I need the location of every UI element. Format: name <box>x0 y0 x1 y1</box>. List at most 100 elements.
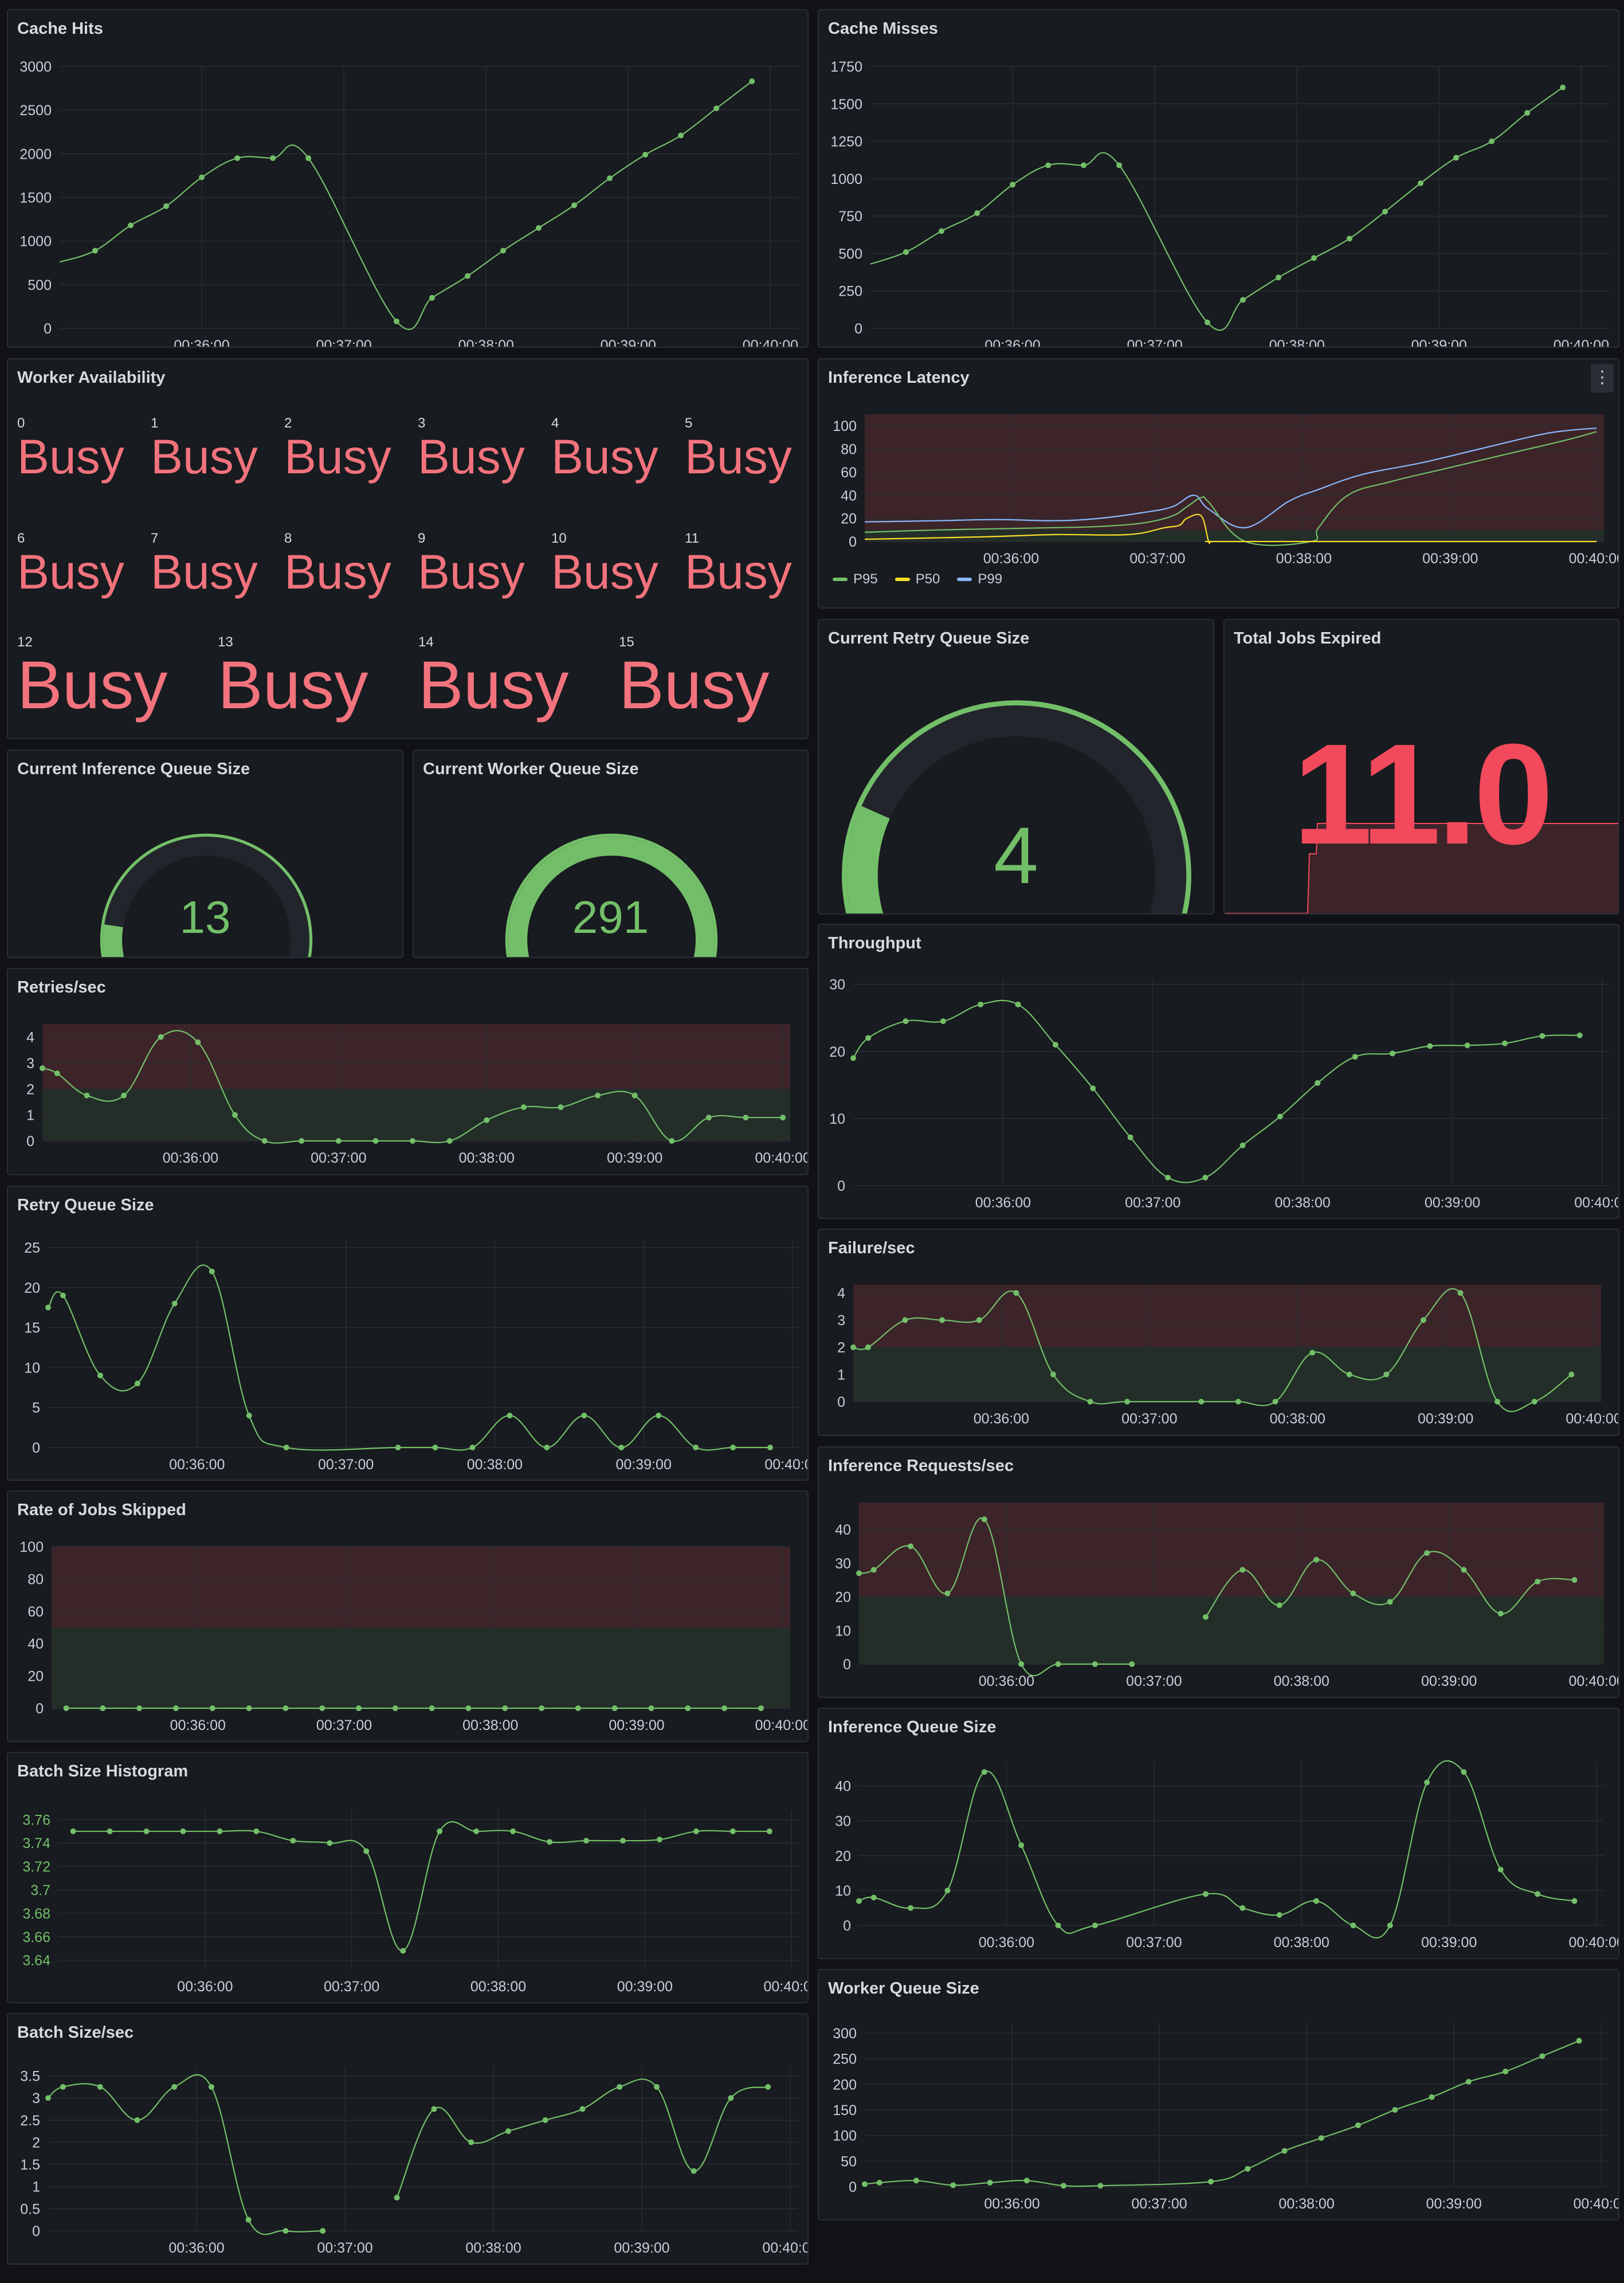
data-point <box>437 1828 443 1834</box>
data-point <box>163 203 170 209</box>
panel-inference-queue-size[interactable]: Inference Queue Size 0 10 20 30 40 00:36:00 00… <box>818 1708 1619 1959</box>
series-line <box>870 87 1563 331</box>
data-point <box>1382 209 1388 215</box>
y-tick-label: 30 <box>835 1813 851 1829</box>
worker-id: 3 <box>418 415 426 431</box>
panel-cache-hits[interactable]: Cache Hits 0 500 1000 1500 2000 2500 3000 00:36… <box>7 9 809 348</box>
panel-throughput[interactable]: Throughput 0 10 20 30 00:36:00 00:37:00 00:38:… <box>818 924 1619 1219</box>
panel-current-inference-queue-size[interactable]: Current Inference Queue Size 13 <box>7 750 403 958</box>
worker-status-value: Busy <box>17 648 168 723</box>
data-point <box>913 2178 919 2184</box>
panel-inference-requests-sec[interactable]: Inference Requests/sec 0 10 20 30 40 00:36:00… <box>818 1446 1619 1698</box>
x-tick-label: 00:38:00 <box>1274 1195 1330 1211</box>
data-point <box>393 318 399 324</box>
panel-batch-size-sec[interactable]: Batch Size/sec 0 0.5 1 1.5 2 2.5 3 3.5 00:36:00 0… <box>7 2013 809 2265</box>
data-point <box>171 2084 178 2090</box>
data-point <box>92 248 99 254</box>
data-point <box>987 2179 993 2186</box>
throughput-chart[interactable]: 0 10 20 30 00:36:00 00:37:00 00:38:00 00:39:00 0… <box>819 925 1619 1219</box>
worker-queue-size-chart[interactable]: 0 50 100 150 200 250 300 00:36:00 00:37:00 00:38:… <box>819 1970 1619 2221</box>
data-point <box>1055 1923 1061 1928</box>
data-point <box>97 2084 103 2090</box>
legend-item-p50[interactable]: P50 <box>895 571 940 587</box>
data-point <box>327 1840 333 1846</box>
failure-sec-chart[interactable]: 0 1 2 3 4 00:36:00 00:37:00 00:38:00 00:39:00 00:… <box>819 1230 1619 1436</box>
retries-sec-chart[interactable]: 0 1 2 3 4 00:36:00 00:37:00 00:38:00 00:39:00 00:… <box>8 969 809 1175</box>
retry-queue-size-chart[interactable]: 0 5 10 15 20 25 00:36:00 00:37:00 00:38:00 00:39:… <box>8 1187 809 1481</box>
x-tick-label: 00:39:00 <box>1422 551 1478 567</box>
rate-jobs-skipped-chart[interactable]: 0 20 40 60 80 100 00:36:00 00:37:00 00:38:00 00:3… <box>8 1492 809 1742</box>
panel-current-retry-queue-size[interactable]: Current Retry Queue Size 4 <box>818 619 1214 915</box>
worker-status-value: Busy <box>151 430 258 484</box>
panel-worker-availability[interactable]: Worker Availability 0 Busy 1 Busy 2 Busy 3 Busy… <box>7 358 809 739</box>
panel-rate-of-jobs-skipped[interactable]: Rate of Jobs Skipped 0 20 40 60 80 100 00:36:0… <box>7 1490 809 1742</box>
panel-worker-queue-size[interactable]: Worker Queue Size 0 50 100 150 200 250 300 00:3… <box>818 1969 1619 2221</box>
data-point <box>400 1948 406 1954</box>
inference-requests-sec-chart[interactable]: 0 10 20 30 40 00:36:00 00:37:00 00:38:00 00:39:0… <box>819 1448 1619 1698</box>
legend-item-p99[interactable]: P99 <box>957 571 1002 587</box>
panel-batch-size-histogram[interactable]: Batch Size Histogram 3.64 3.66 3.68 3.7 3.72… <box>7 1752 809 2003</box>
x-tick-label: 00:37:00 <box>1121 1411 1177 1427</box>
data-point <box>45 2095 51 2101</box>
kebab-menu-icon[interactable]: ⋮ <box>1591 364 1614 393</box>
data-point <box>765 2084 771 2090</box>
data-point <box>484 1117 490 1123</box>
data-point <box>1389 1050 1395 1057</box>
data-point <box>579 2106 586 2112</box>
y-tick-label: 3 <box>837 1313 845 1329</box>
x-tick-label: 00:40:00 <box>762 2240 809 2256</box>
data-point <box>507 1413 513 1419</box>
panel-failure-sec[interactable]: Failure/sec 0 1 2 3 4 00:36:00 00:37:00 00:38:0… <box>818 1229 1619 1436</box>
y-tick-label: 300 <box>833 2026 857 2042</box>
data-point <box>1239 1567 1246 1573</box>
y-tick-label: 100 <box>19 1539 44 1555</box>
data-point <box>1531 1399 1537 1405</box>
threshold-band <box>42 1024 790 1089</box>
panel-title: Current Retry Queue Size <box>828 629 1030 648</box>
y-tick-label: 3.72 <box>22 1859 50 1875</box>
y-tick-label: 2000 <box>19 146 52 162</box>
data-point <box>195 1039 201 1045</box>
data-point <box>431 2106 437 2112</box>
data-point <box>1489 138 1495 144</box>
data-point <box>290 1838 296 1844</box>
legend-item-p95[interactable]: P95 <box>833 571 878 587</box>
worker-status-value: Busy <box>551 430 658 484</box>
y-tick-label: 10 <box>835 1883 851 1899</box>
worker-status: 7 Busy <box>151 531 258 596</box>
cache-hits-chart[interactable]: 0 500 1000 1500 2000 2500 3000 00:36:00 00:37:00… <box>8 10 809 348</box>
data-point <box>253 1828 260 1834</box>
series-line <box>73 1821 770 1952</box>
data-point <box>1347 236 1353 242</box>
panel-current-worker-queue-size[interactable]: Current Worker Queue Size 291 <box>413 750 809 958</box>
data-point <box>283 1445 289 1450</box>
data-point <box>45 1304 51 1311</box>
inference-latency-chart[interactable]: 0 20 40 60 80 100 00:36:00 00:37:00 00:38:00 00:3… <box>819 359 1619 609</box>
series-line <box>396 2078 768 2198</box>
y-tick-label: 1750 <box>830 59 862 75</box>
data-point <box>208 2084 214 2090</box>
panel-retry-queue-size[interactable]: Retry Queue Size 0 5 10 15 20 25 00:36:00 00:37… <box>7 1186 809 1481</box>
data-point <box>464 273 470 279</box>
gauge-track <box>103 837 309 957</box>
inference-queue-size-chart[interactable]: 0 10 20 30 40 00:36:00 00:37:00 00:38:00 00:39:0… <box>819 1709 1619 1959</box>
cache-misses-chart[interactable]: 0 250 500 750 1000 1250 1500 1750 00:36:00 00:37:… <box>819 10 1619 348</box>
data-point <box>976 1317 982 1323</box>
panel-total-jobs-expired[interactable]: Total Jobs Expired 11.0 <box>1223 619 1619 915</box>
panel-inference-latency[interactable]: Inference Latency ⋮ 0 20 40 60 80 100 00:36:00… <box>818 358 1619 609</box>
data-point <box>245 2217 252 2223</box>
batch-size-histogram-chart[interactable]: 3.64 3.66 3.68 3.7 3.72 3.74 3.76 00:36:00 00:37… <box>8 1753 809 2003</box>
data-point <box>1535 1891 1541 1897</box>
panel-cache-misses[interactable]: Cache Misses 0 250 500 750 1000 1250 1500 1750 0… <box>818 9 1619 348</box>
batch-size-sec-chart[interactable]: 0 0.5 1 1.5 2 2.5 3 3.5 00:36:00 00:37:00 00:38:00… <box>8 2014 809 2265</box>
panel-retries-sec[interactable]: Retries/sec 0 1 2 3 4 00:36:00 00:37:00 00:38:0… <box>7 968 809 1175</box>
data-point <box>432 1445 438 1450</box>
data-point <box>902 1317 908 1323</box>
data-point <box>320 2228 326 2234</box>
worker-status: 8 Busy <box>284 531 391 596</box>
series-line <box>59 81 752 331</box>
y-tick-label: 2 <box>837 1340 845 1356</box>
y-tick-label: 20 <box>24 1280 40 1296</box>
gauge-threshold-ring <box>100 833 313 957</box>
x-tick-label: 00:40:00 <box>1568 1673 1619 1689</box>
